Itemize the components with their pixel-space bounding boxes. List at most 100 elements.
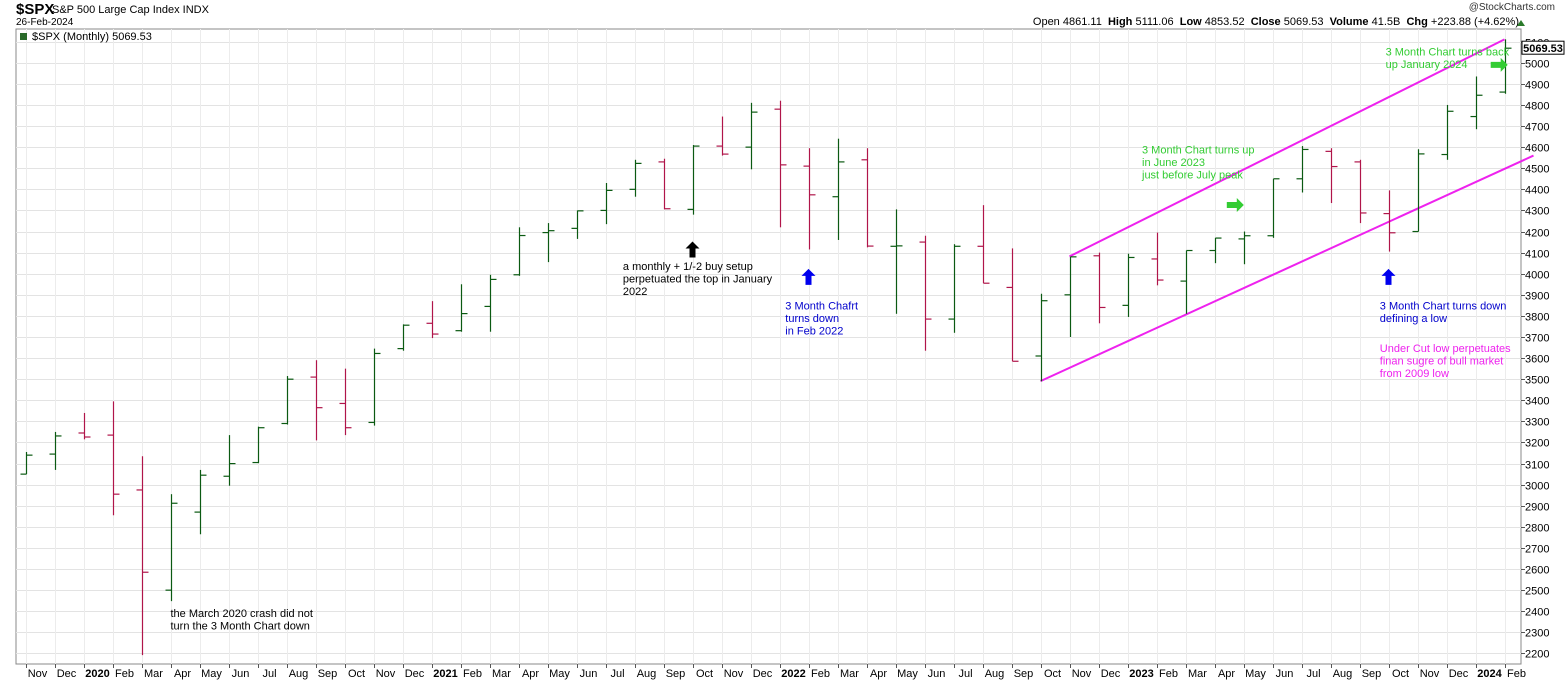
x-tick-label: Jun [580, 668, 598, 680]
chg-label: Chg [1406, 16, 1428, 28]
arrow-up-marker [1381, 268, 1396, 285]
x-tick-label: 2020 [85, 668, 109, 680]
arrow-up-marker [801, 268, 816, 285]
x-tick-label: Jul [262, 668, 276, 680]
channel-lower-line [1040, 154, 1534, 383]
annotation-line: perpetuated the top in January [623, 273, 773, 285]
ohlc-bar [368, 348, 381, 426]
x-tick-label: Nov [1420, 668, 1440, 680]
x-tick-label: Oct [1044, 668, 1061, 680]
x-tick-label: Jun [232, 668, 250, 680]
low-label: Low [1179, 16, 1202, 28]
x-tick-label: Feb [1507, 668, 1526, 680]
y-tick-label: 3400 [1525, 396, 1549, 408]
y-tick-label: 2300 [1525, 628, 1549, 640]
y-tick-label: 3200 [1525, 438, 1549, 450]
high-value: 5111.06 [1135, 16, 1174, 28]
low-value: 4853.52 [1204, 16, 1245, 28]
annotation-line: 3 Month Chafrt [785, 301, 858, 313]
ohlc-bar [658, 158, 671, 210]
y-tick-label: 3900 [1525, 291, 1549, 303]
x-tick-label: Mar [840, 668, 859, 680]
x-tick-label: Mar [1188, 668, 1207, 680]
ohlc-bar [1122, 253, 1135, 317]
x-tick-label: Oct [1392, 668, 1409, 680]
x-tick-label: May [549, 668, 570, 680]
last-value-label: 5069.53 [1523, 43, 1563, 55]
ohlc-bar [1064, 256, 1077, 338]
x-tick-label: Nov [28, 668, 48, 680]
ohlc-bar [745, 102, 758, 170]
x-tick-label: Apr [522, 668, 539, 680]
x-tick-label: Oct [696, 668, 713, 680]
x-tick-label: May [1245, 668, 1266, 680]
ohlc-bar [252, 426, 265, 464]
ohlc-bar [1238, 231, 1251, 265]
ohlc-bar [1267, 178, 1280, 238]
ohlc-bar [513, 227, 526, 276]
ohlc-bar [20, 451, 33, 475]
ohlc-bar [426, 301, 439, 339]
x-tick-label: Sep [666, 668, 686, 680]
y-tick-label: 2500 [1525, 586, 1549, 598]
y-tick-label: 4500 [1525, 164, 1549, 176]
ohlc-bar [832, 138, 845, 240]
ohlc-bar [1354, 159, 1367, 224]
y-tick-label: 5000 [1525, 59, 1549, 71]
ohlc-bar [919, 235, 932, 351]
brand-watermark: @StockCharts.com [1468, 2, 1555, 13]
x-tick-label: Feb [115, 668, 134, 680]
ohlc-bar [1383, 190, 1396, 252]
x-tick-label: Nov [724, 668, 744, 680]
annotation-line: up January 2024 [1386, 59, 1468, 71]
x-tick-label: Nov [1072, 668, 1092, 680]
arrow-right-marker [1490, 57, 1508, 72]
annotation-line: finan sugre of bull market [1380, 355, 1504, 367]
high-label: High [1107, 16, 1133, 28]
x-tick-label: Aug [1333, 668, 1353, 680]
ohlc-bar [194, 469, 207, 535]
ohlc-bar [890, 209, 903, 314]
ohlc-bar [1035, 293, 1048, 382]
x-tick-label: Apr [870, 668, 887, 680]
volume-label: Volume [1329, 16, 1369, 28]
ohlc-bar [977, 205, 990, 284]
ohlc-bar [136, 456, 149, 656]
ohlc-bar [629, 159, 642, 197]
open-label: Open [1032, 16, 1060, 28]
x-tick-label: May [201, 668, 222, 680]
x-tick-label: May [897, 668, 918, 680]
x-tick-label: Mar [492, 668, 511, 680]
chg-up-icon [1517, 20, 1525, 26]
open-value: 4861.11 [1062, 16, 1102, 28]
y-tick-label: 4800 [1525, 101, 1549, 113]
y-tick-label: 2400 [1525, 607, 1549, 619]
ohlc-bar [716, 116, 729, 156]
annotation-line: 3 Month Chart turns back [1386, 46, 1510, 58]
x-tick-label: Aug [289, 668, 309, 680]
volume-value: 41.5B [1371, 16, 1401, 28]
annotation-text: 3 Month Chart turns back up January 2024 [1386, 46, 1510, 71]
legend-label: $SPX (Monthly) 5069.53 [32, 31, 152, 43]
y-tick-label: 3700 [1525, 333, 1549, 345]
y-tick-label: 4600 [1525, 143, 1549, 155]
ohlc-bar [107, 401, 120, 516]
y-tick-label: 3100 [1525, 460, 1549, 472]
x-tick-label: Sep [318, 668, 338, 680]
y-tick-label: 2600 [1525, 565, 1549, 577]
ohlc-bar [455, 284, 468, 332]
ohlc-bar [165, 494, 178, 602]
x-tick-label: Oct [348, 668, 365, 680]
y-tick-label: 4700 [1525, 122, 1549, 134]
arrow-right-marker [1226, 197, 1244, 212]
legend-swatch [20, 33, 27, 40]
y-tick-label: 4000 [1525, 270, 1549, 282]
ohlc-bar [1325, 148, 1338, 204]
y-tick-label: 3000 [1525, 481, 1549, 493]
chart-header: $SPX S&P 500 Large Cap Index INDX 26-Feb… [0, 0, 1565, 28]
annotation-line: in Feb 2022 [785, 326, 843, 338]
ohlc-bar [774, 100, 787, 228]
x-tick-label: Jun [928, 668, 946, 680]
annotation-line: Under Cut low perpetuates [1380, 343, 1511, 355]
